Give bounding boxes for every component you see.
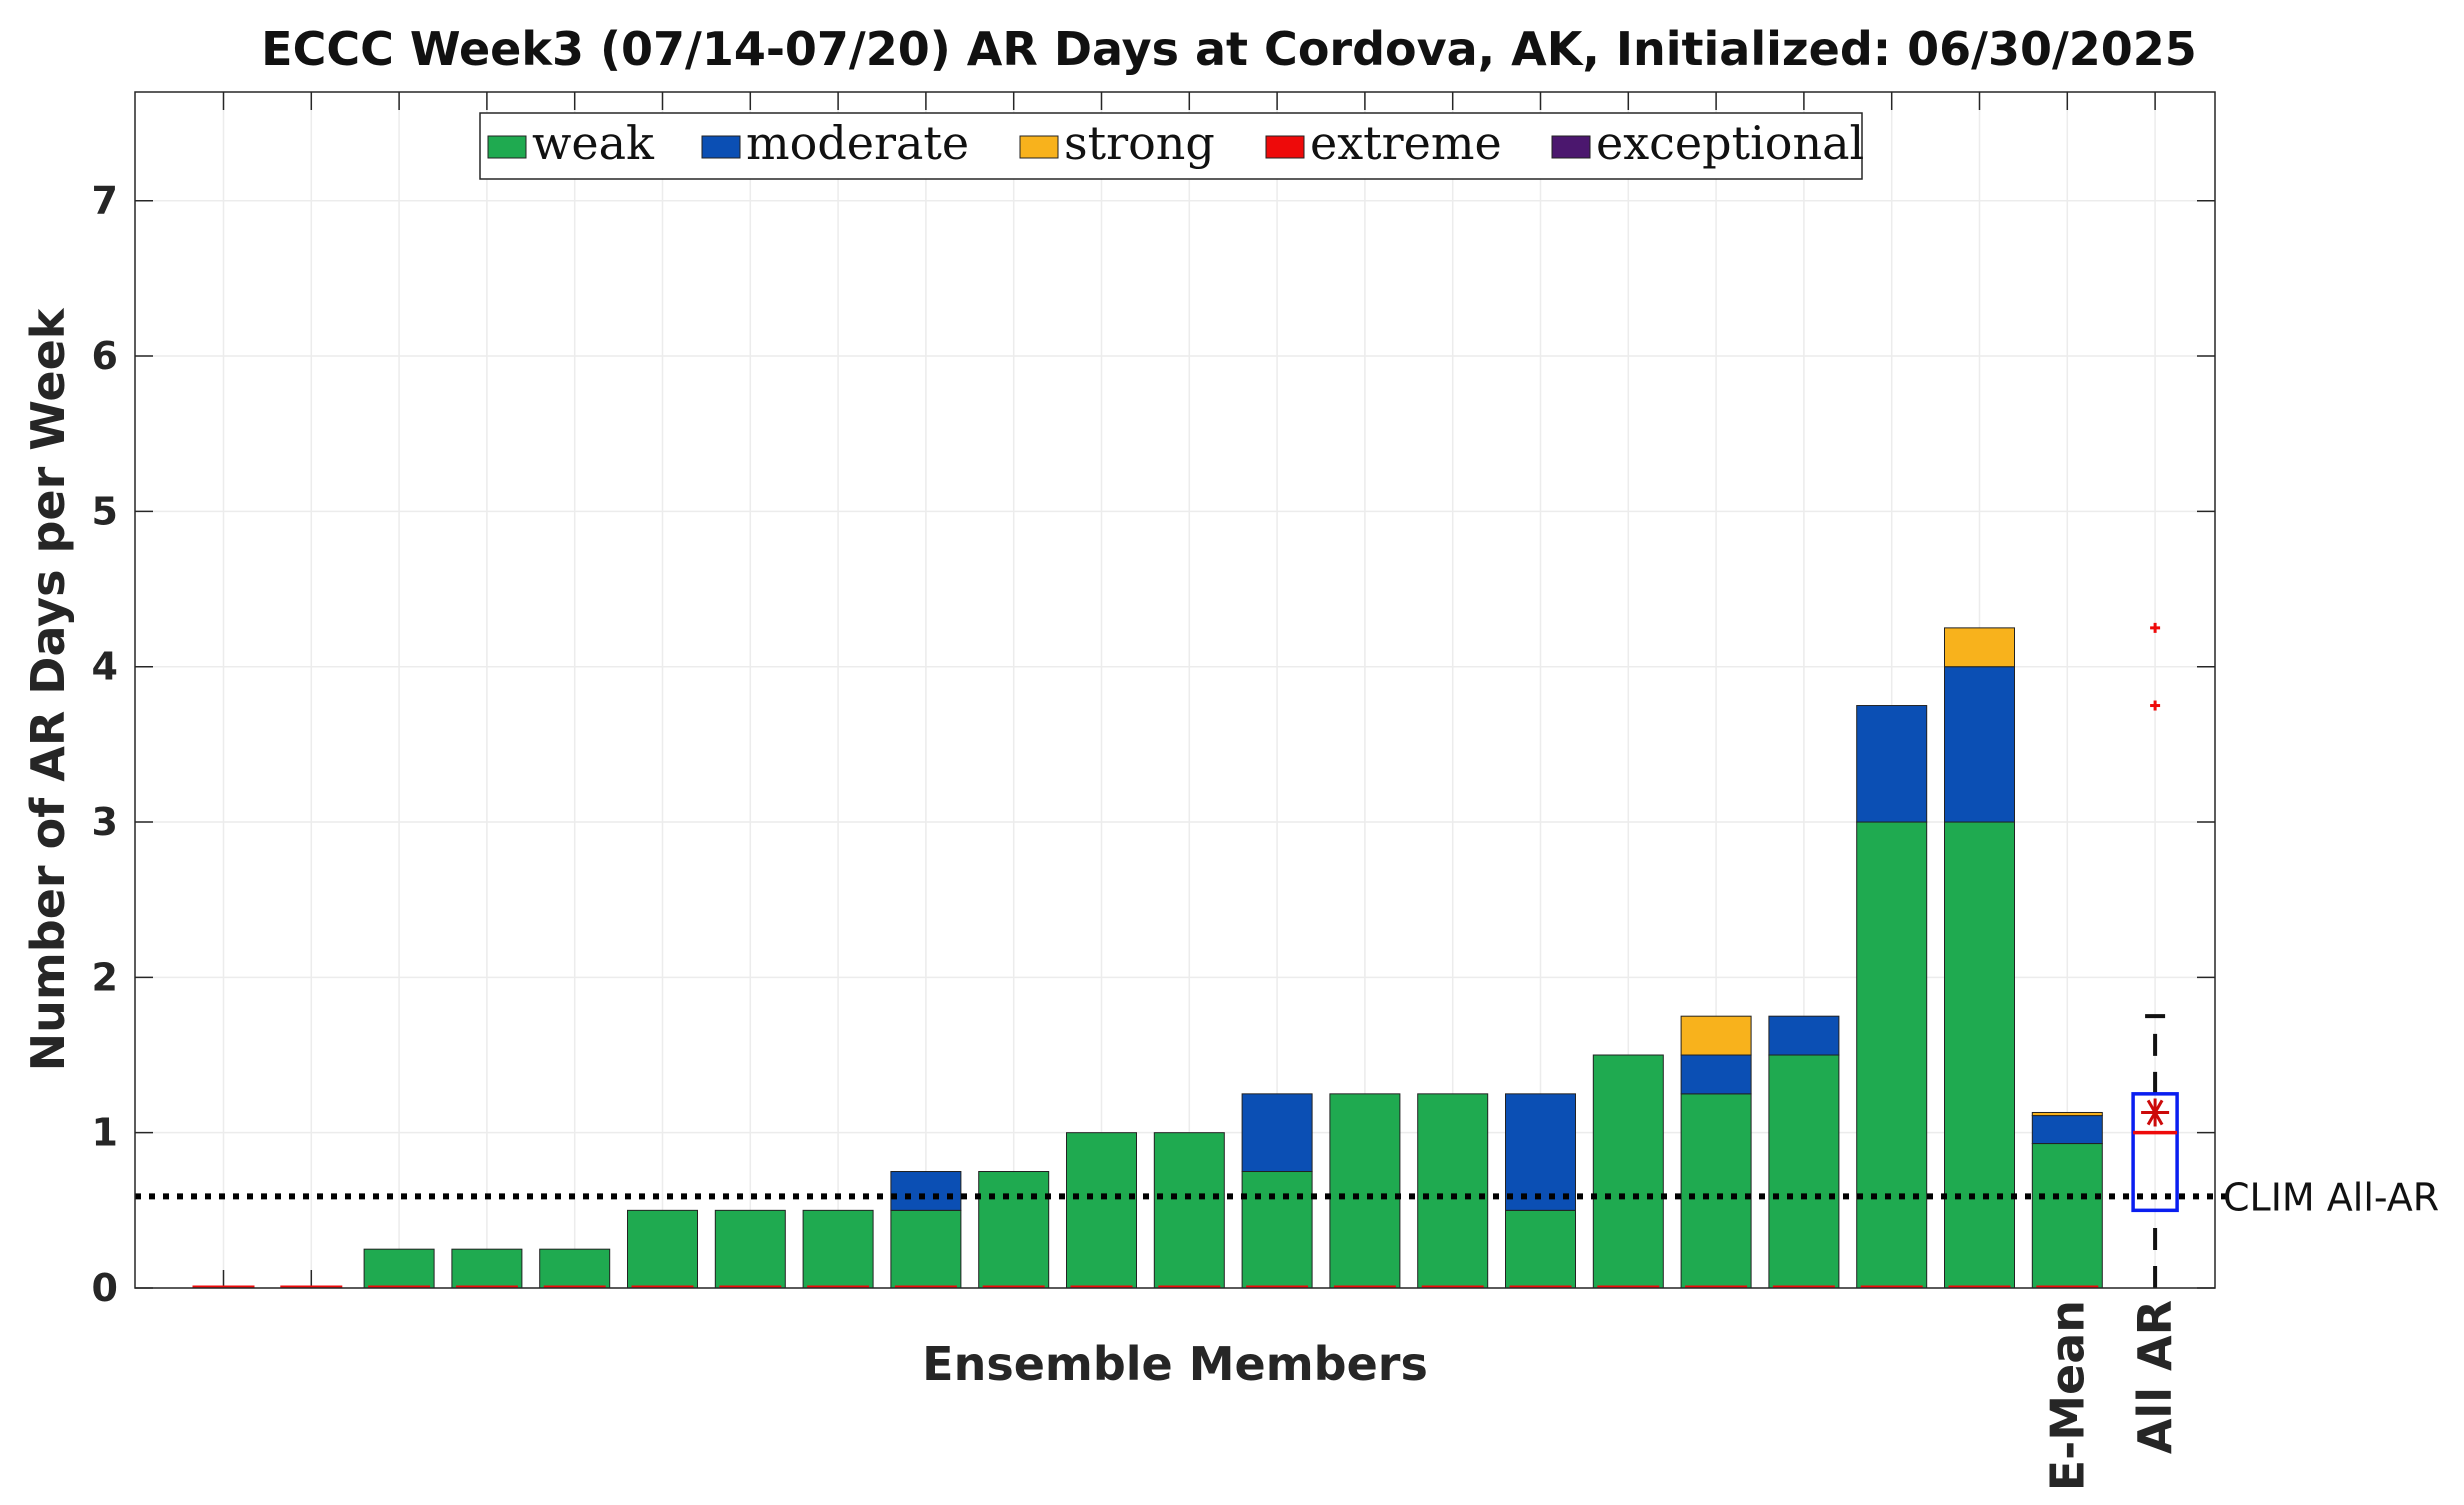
y-tick-label: 4 (92, 645, 118, 689)
bar-weak (451, 1248, 523, 1289)
legend-label-moderate: moderate (746, 116, 969, 170)
legend-swatch-weak (487, 135, 527, 159)
bar-weak (1592, 1054, 1664, 1289)
bar-weak (1680, 1093, 1752, 1289)
bar-weak (627, 1209, 698, 1289)
legend-swatch-exceptional (1551, 135, 1591, 159)
bar-weak (2031, 1143, 2103, 1289)
bar-weak (714, 1209, 786, 1289)
bar-weak (1505, 1209, 1576, 1289)
bar-weak (539, 1248, 611, 1289)
y-tick-label: 7 (92, 179, 118, 223)
clim-reference: CLIM All-AR (135, 1175, 2439, 1219)
x-category-labels: E-Mean All AR (2040, 1300, 2182, 1491)
x-category-label: All AR (2128, 1300, 2182, 1454)
y-tick-label: 5 (92, 489, 118, 533)
y-tick-label: 2 (92, 955, 118, 999)
bar-moderate (1241, 1093, 1313, 1173)
plot-frame (134, 91, 2216, 1289)
bar-moderate (1944, 666, 2015, 823)
bar-weak (978, 1171, 1050, 1289)
y-tick-label: 3 (92, 800, 118, 844)
legend-label-exceptional: exceptional (1596, 116, 1864, 170)
bar-weak (1417, 1093, 1489, 1289)
x-axis-label: Ensemble Members (922, 1337, 1428, 1391)
x-category-label: E-Mean (2040, 1300, 2094, 1491)
all-ar-boxplot (2131, 622, 2179, 1288)
legend-label-strong: strong (1064, 116, 1215, 170)
bar-moderate (2031, 1115, 2103, 1145)
y-tick-label: 0 (92, 1266, 118, 1310)
legend: weak moderate strong extreme exceptional (479, 112, 1864, 180)
bar-moderate (890, 1171, 962, 1211)
clim-label: CLIM All-AR (2223, 1175, 2439, 1219)
bar-moderate (1680, 1054, 1752, 1095)
bar-strong (2031, 1111, 2103, 1117)
legend-label-weak: weak (532, 116, 655, 170)
y-tick-label: 1 (92, 1111, 118, 1155)
bar-weak (1856, 821, 1928, 1289)
bar-moderate (1505, 1093, 1576, 1211)
bar-weak (1153, 1132, 1225, 1289)
box (2131, 1092, 2179, 1213)
y-axis: 0 1 2 3 4 5 6 7 (92, 92, 2215, 1310)
bar-strong (1680, 1015, 1752, 1056)
legend-swatch-extreme (1265, 135, 1305, 159)
bar-weak (1241, 1171, 1313, 1289)
bars (192, 627, 2103, 1289)
y-axis-label: Number of AR Days per Week (21, 307, 75, 1071)
bar-strong (1944, 627, 2015, 668)
bar-weak (1944, 821, 2015, 1289)
bar-weak (1329, 1093, 1401, 1289)
bar-weak (802, 1209, 874, 1289)
bar-weak (363, 1248, 435, 1289)
bar-weak (890, 1209, 962, 1289)
chart-title: ECCC Week3 (07/14-07/20) AR Days at Cord… (261, 22, 2197, 76)
bar-weak (1768, 1054, 1840, 1289)
y-tick-label: 6 (92, 334, 118, 378)
legend-swatch-strong (1019, 135, 1059, 159)
bar-moderate (1768, 1015, 1840, 1056)
bar-moderate (1856, 705, 1928, 823)
legend-swatch-moderate (701, 135, 741, 159)
legend-label-extreme: extreme (1310, 116, 1502, 170)
bar-weak (1066, 1132, 1137, 1289)
